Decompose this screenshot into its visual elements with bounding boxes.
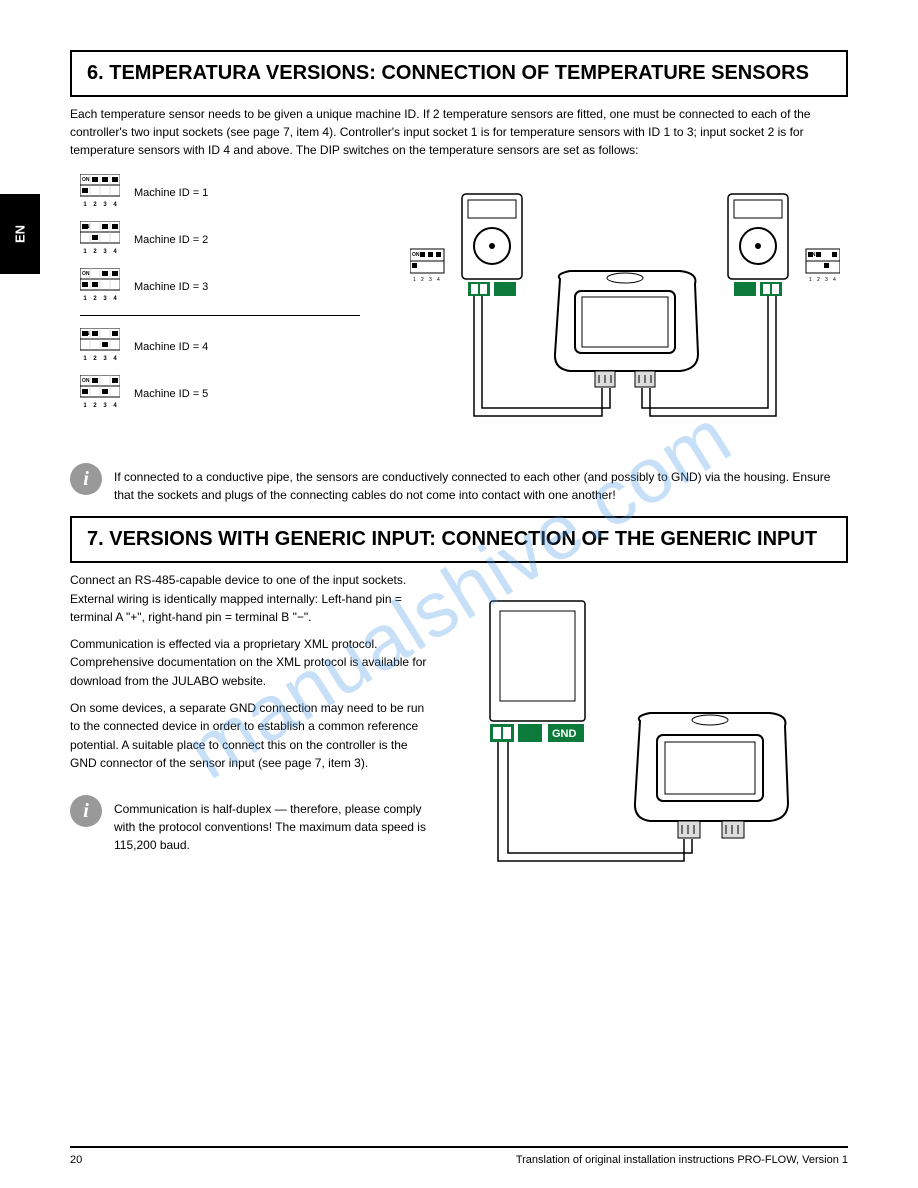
dip-group-separator [80, 315, 360, 316]
dip-label: Machine ID = 2 [134, 234, 208, 246]
section7-info-text: Communication is half-duplex — therefore… [114, 795, 440, 854]
dip-switch-icon: ON 1234 [80, 375, 120, 412]
svg-text:1: 1 [413, 277, 416, 283]
section7-header: 7. VERSIONS WITH GENERIC INPUT: CONNECTI… [70, 516, 848, 563]
svg-text:3: 3 [103, 249, 107, 255]
svg-text:1: 1 [809, 277, 812, 283]
svg-text:3: 3 [103, 356, 107, 362]
dip-label: Machine ID = 4 [134, 341, 208, 353]
language-tab: EN [0, 194, 40, 274]
svg-text:GND: GND [552, 728, 577, 740]
footer-text: Translation of original installation ins… [516, 1154, 848, 1166]
dip-switch-list: ON 1234 Machine ID = 1 ON 1234 Machine I… [80, 174, 380, 422]
svg-text:4: 4 [113, 403, 117, 409]
svg-text:4: 4 [113, 202, 117, 208]
svg-text:2: 2 [817, 277, 820, 283]
section6-intro: Each temperature sensor needs to be give… [70, 105, 848, 159]
svg-text:1: 1 [83, 356, 87, 362]
dip-label: Machine ID = 5 [134, 388, 208, 400]
svg-text:ON: ON [412, 252, 420, 258]
svg-text:4: 4 [113, 249, 117, 255]
info-icon: i [70, 463, 102, 495]
svg-text:4: 4 [437, 277, 440, 283]
dip-switch-icon: ON 1234 [80, 268, 120, 305]
svg-text:2: 2 [421, 277, 424, 283]
section7-wiring-diagram: GND [450, 591, 830, 881]
section7-para2: Communication is effected via a propriet… [70, 635, 430, 691]
dip-switch-icon: ON 1234 [80, 328, 120, 365]
svg-text:2: 2 [93, 296, 97, 302]
svg-text:3: 3 [825, 277, 828, 283]
svg-text:ON: ON [82, 271, 90, 277]
dip-switch-icon: ON 1234 [80, 174, 120, 211]
svg-text:1: 1 [83, 249, 87, 255]
svg-text:3: 3 [103, 202, 107, 208]
dip-label: Machine ID = 1 [134, 187, 208, 199]
svg-text:4: 4 [833, 277, 836, 283]
dip-switch-row: ON 1234 Machine ID = 3 [80, 268, 380, 305]
section7-text: Connect an RS-485-capable device to one … [70, 571, 430, 781]
dip-label: Machine ID = 3 [134, 281, 208, 293]
svg-text:1: 1 [83, 403, 87, 409]
svg-text:2: 2 [93, 249, 97, 255]
page-footer: 20 Translation of original installation … [70, 1146, 848, 1166]
dip-switch-row: ON 1234 Machine ID = 1 [80, 174, 380, 211]
svg-text:3: 3 [103, 296, 107, 302]
dip-switch-row: ON 1234 Machine ID = 2 [80, 221, 380, 258]
svg-text:3: 3 [429, 277, 432, 283]
section6-info-text: If connected to a conductive pipe, the s… [114, 463, 848, 504]
svg-text:2: 2 [93, 202, 97, 208]
section7-para1: Connect an RS-485-capable device to one … [70, 571, 430, 627]
section7-para3: On some devices, a separate GND connecti… [70, 699, 430, 773]
svg-text:4: 4 [113, 296, 117, 302]
svg-text:3: 3 [103, 403, 107, 409]
svg-text:ON: ON [82, 378, 90, 384]
section6-header: 6. TEMPERATURA VERSIONS: CONNECTION OF T… [70, 50, 848, 97]
section6-wiring-diagram: ON 1234 ON 1234 [410, 164, 840, 444]
svg-text:2: 2 [93, 403, 97, 409]
svg-text:4: 4 [113, 356, 117, 362]
dip-switch-row: ON 1234 Machine ID = 5 [80, 375, 380, 412]
svg-text:2: 2 [93, 356, 97, 362]
svg-text:1: 1 [83, 202, 87, 208]
page-number: 20 [70, 1154, 82, 1166]
dip-switch-row: ON 1234 Machine ID = 4 [80, 328, 380, 365]
dip-switch-icon: ON 1234 [80, 221, 120, 258]
info-icon: i [70, 795, 102, 827]
svg-text:1: 1 [83, 296, 87, 302]
svg-text:ON: ON [82, 177, 90, 183]
